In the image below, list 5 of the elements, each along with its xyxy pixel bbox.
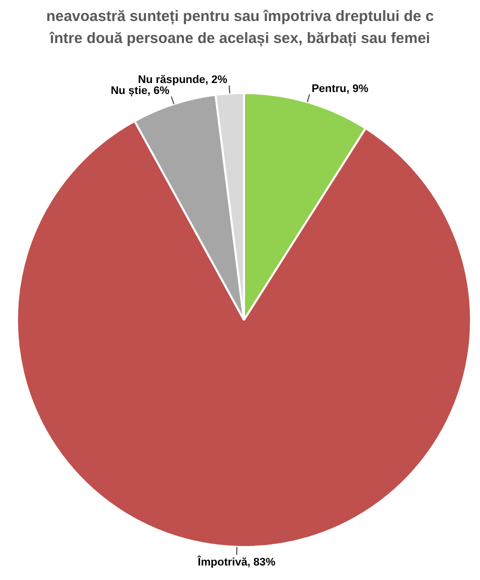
- slice-label: Nu răspunde, 2%: [138, 74, 228, 86]
- chart-title: neavoastră sunteți pentru sau împotriva dreptului de c între două persoane de același sex, bărbați sau femei: [45, 7, 435, 49]
- slice-label: Împotrivă, 83%: [196, 555, 276, 568]
- slice-label: Nu știe, 6%: [110, 85, 170, 98]
- slice-label: Pentru, 9%: [312, 82, 369, 95]
